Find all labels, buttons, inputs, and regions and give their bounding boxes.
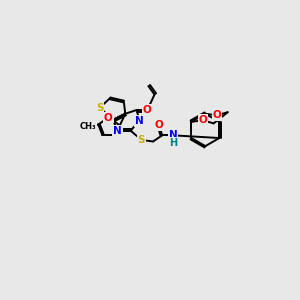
Text: H: H [169, 138, 177, 148]
Text: O: O [199, 115, 207, 125]
Text: S: S [96, 103, 103, 112]
Text: CH₃: CH₃ [79, 122, 96, 130]
Text: N: N [169, 130, 177, 140]
Text: O: O [104, 112, 113, 123]
Text: S: S [138, 135, 145, 145]
Text: O: O [155, 120, 164, 130]
Text: N: N [113, 126, 122, 136]
Text: O: O [212, 110, 221, 120]
Text: O: O [142, 105, 151, 115]
Text: N: N [135, 116, 143, 126]
